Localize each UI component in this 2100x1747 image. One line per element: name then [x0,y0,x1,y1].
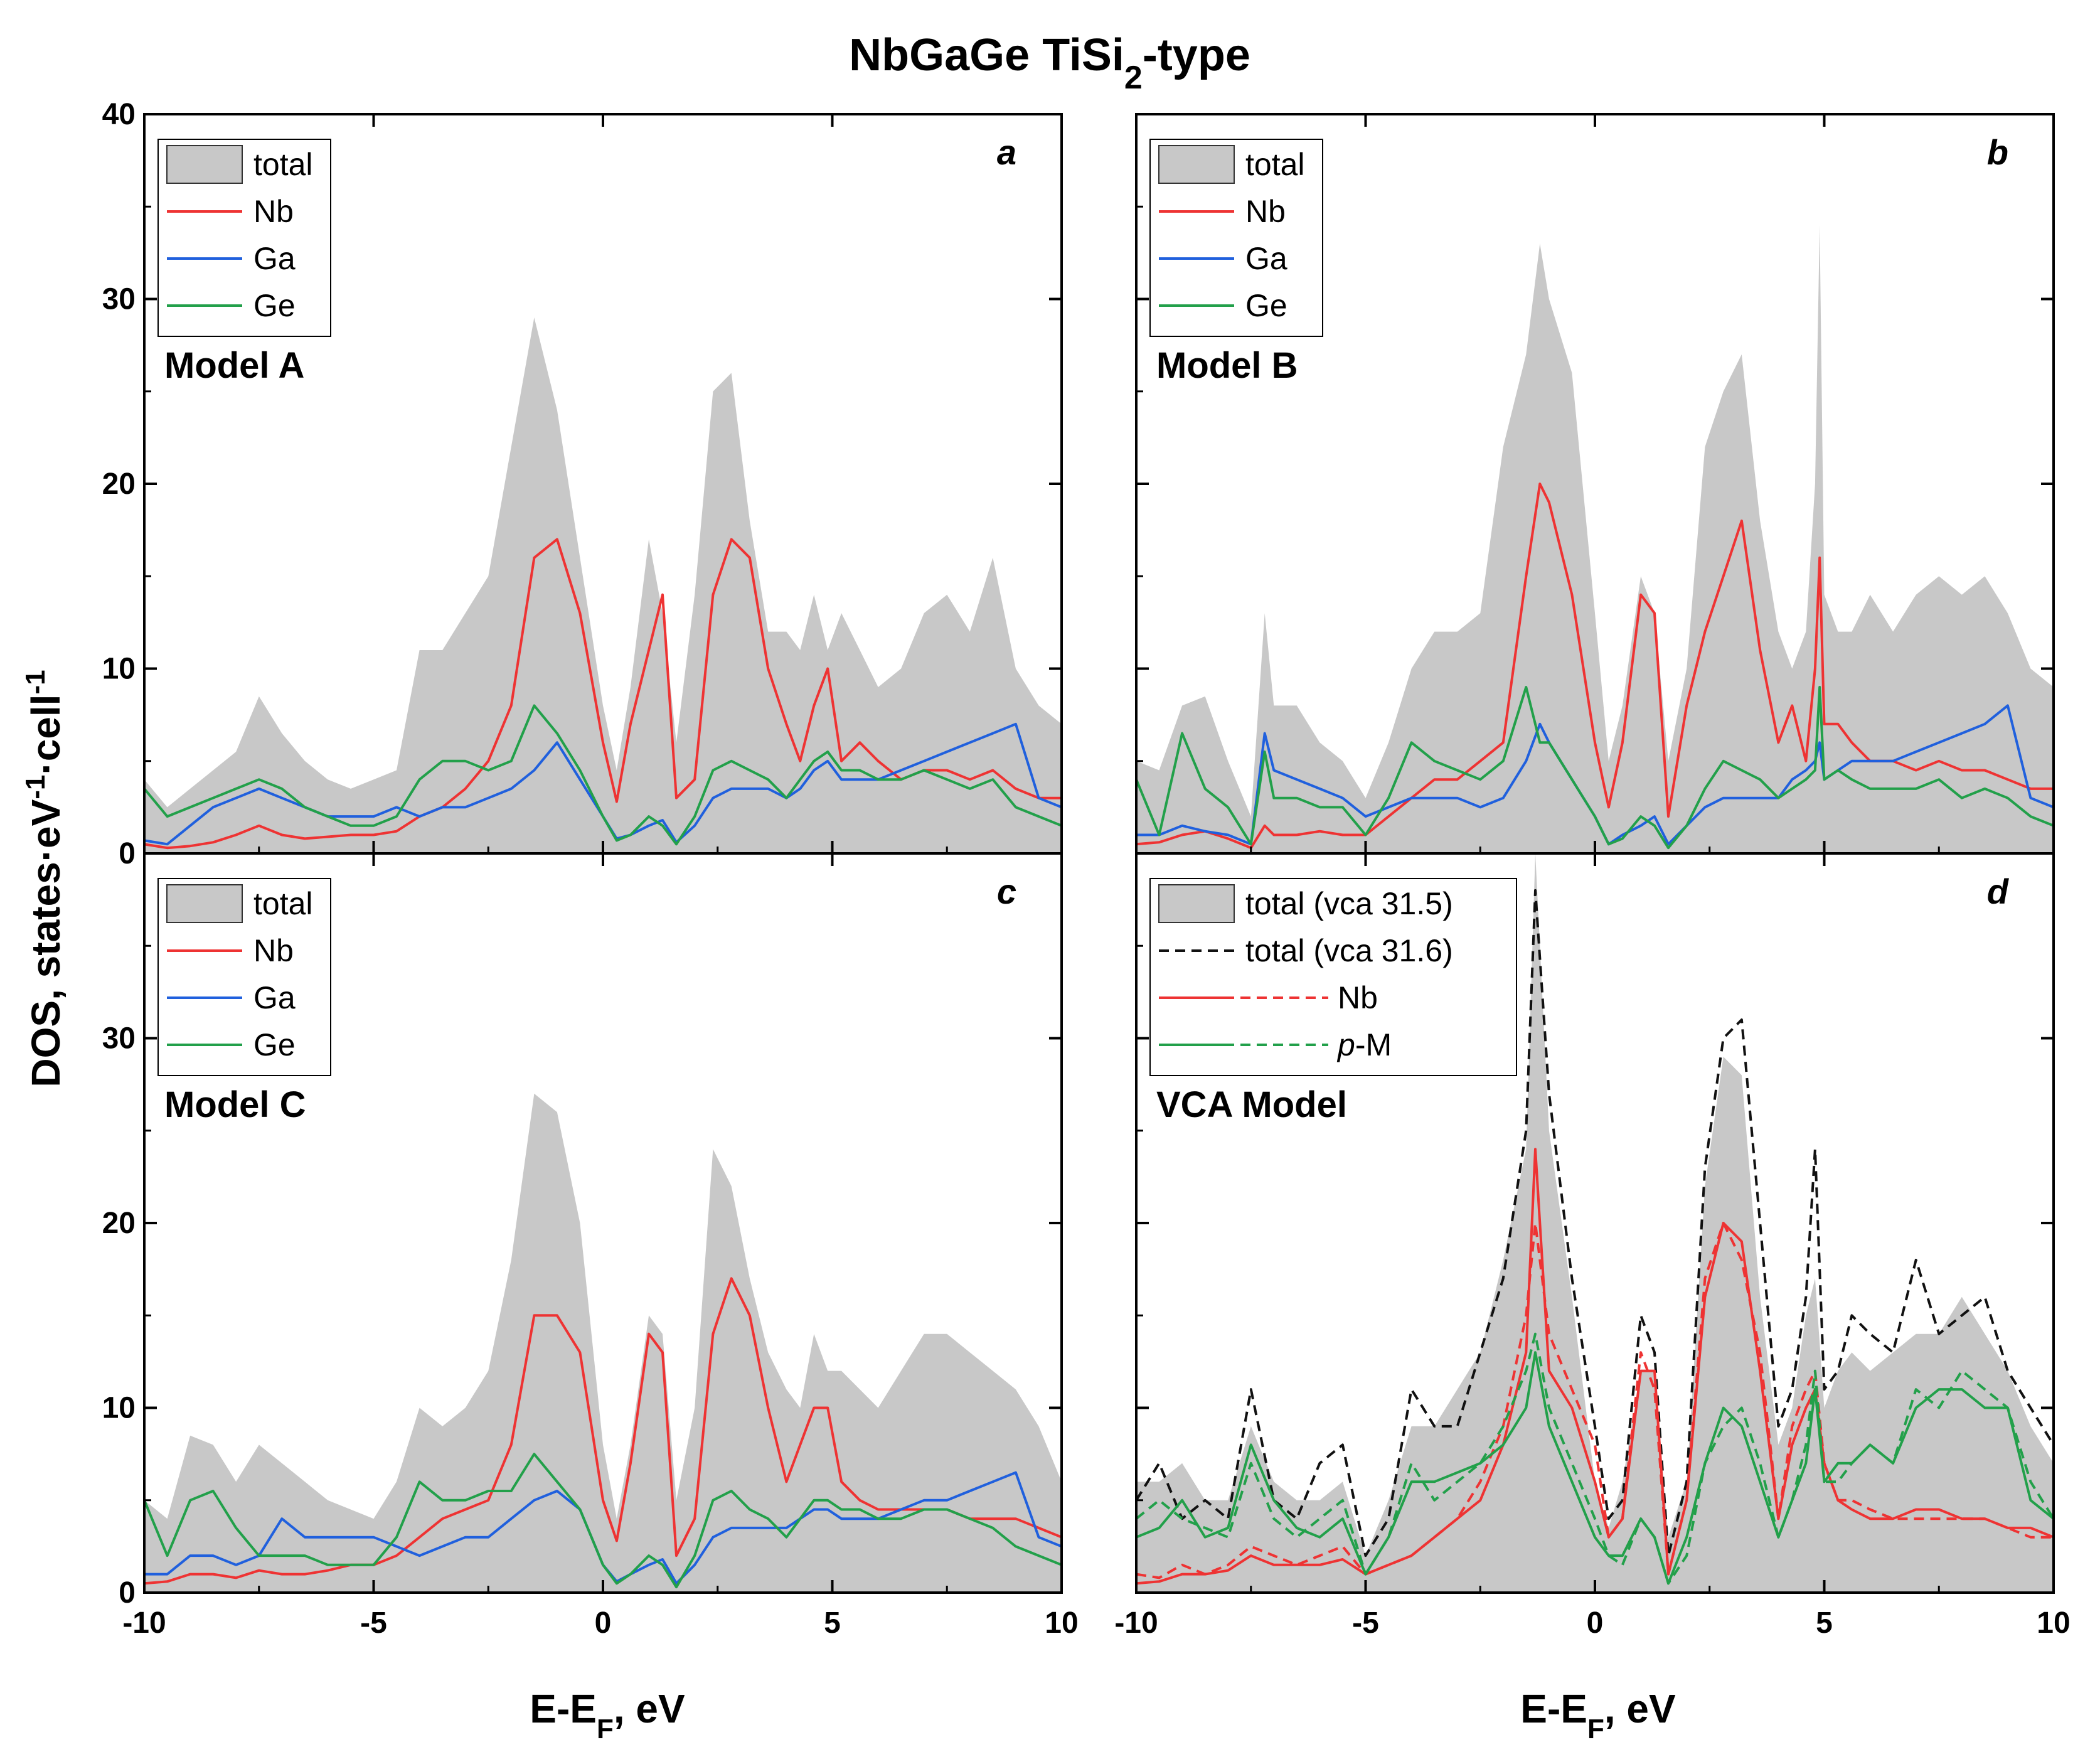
series-ge-line [1136,686,2054,850]
plot-area [144,318,1062,853]
legend: total Nb Ga Ge [1149,139,1323,337]
legend-swatch-total [1158,884,1235,923]
panel-letter: b [1987,132,2008,172]
x-tick-label: 5 [824,1606,841,1640]
legend-label: Ga [253,241,296,276]
panel-c: -10 -5 0 5 10 0 10 20 30 c total Nb Ga Ge Model C [102,852,1079,1640]
series-p-m-vca-31-6-line [1136,1332,2054,1585]
y-tick-label: 20 [102,467,136,501]
legend: total Nb Ga Ge [157,139,331,337]
legend-label: total [1245,147,1305,182]
panels: 0 10 20 30 40 a total Nb Ga Ge Model A b total Nb Ga Ge… [102,98,2071,1640]
y-tick-label: 10 [102,1392,136,1425]
x-tick-label: -10 [122,1606,166,1640]
legend-label: p-M [1336,1027,1392,1062]
legend-label: Ge [1245,288,1287,323]
y-tick-label: 40 [102,98,136,131]
model-label: Model A [164,345,304,386]
legend-label: Ge [253,1027,296,1062]
legend-label: Nb [1245,194,1286,229]
legend-swatch-total [166,145,243,184]
legend: total (vca 31.5) total (vca 31.6) Nb p-M [1149,878,1517,1076]
panel-letter: c [997,872,1016,911]
x-tick-label: 0 [595,1606,612,1640]
y-tick-label: 0 [119,837,136,870]
series-ge-line [144,704,1062,846]
legend-label: Ga [253,980,296,1015]
x-axis-label-right: E-EF, eV [1520,1686,1676,1744]
plot-area [1136,853,2054,1593]
legend-swatch-total [1158,145,1235,184]
model-label: VCA Model [1156,1084,1347,1125]
x-tick-label: -5 [1352,1606,1379,1640]
series-ga-line [144,1471,1062,1585]
series-total-vca-31-6-line [1136,889,2054,1557]
x-tick-label: -5 [360,1606,387,1640]
x-tick-label: 10 [1045,1606,1078,1640]
panel-letter: a [997,132,1016,172]
series-nb-line [144,1277,1062,1585]
x-axis-label-left: E-EF, eV [530,1686,685,1744]
series-total-area [144,1093,1062,1593]
figure-title: NbGaGe TiSi2-type [849,30,1250,96]
legend-label: Nb [1338,980,1378,1015]
y-tick-label: 30 [102,283,136,316]
series-nb-vca-31-5-line [1136,1148,2054,1585]
series-ge-line [144,1453,1062,1589]
series-nb-line [144,538,1062,850]
plot-area [1136,225,2054,853]
legend-label: total [253,147,313,182]
legend: total Nb Ga Ge [157,878,331,1076]
y-tick-label: 10 [102,653,136,686]
y-tick-label: 0 [119,1576,136,1610]
series-total-area [144,318,1062,853]
y-axis-label: DOS, states·eV-1·cell-1 [20,670,69,1087]
series-total-vca-31-5-area [1136,853,2054,1593]
legend-label: Nb [253,194,294,229]
legend-label: total [253,886,313,921]
series-nb-vca-31-6-line [1136,1222,2054,1579]
legend-label: Ge [253,288,296,323]
legend-label: total (vca 31.6) [1245,933,1453,968]
model-label: Model B [1156,345,1298,386]
series-nb-line [1136,483,2054,850]
x-tick-label: 0 [1587,1606,1604,1640]
x-tick-label: 10 [2037,1606,2070,1640]
model-label: Model C [164,1084,306,1125]
panel-a: 0 10 20 30 40 a total Nb Ga Ge Model A [102,98,1063,870]
legend-label: Ga [1245,241,1287,276]
legend-label: total (vca 31.5) [1245,886,1453,921]
plot-area [144,1093,1062,1593]
x-tick-label: 5 [1816,1606,1833,1640]
y-tick-label: 30 [102,1022,136,1055]
x-tick-label: -10 [1114,1606,1158,1640]
y-tick-label: 20 [102,1207,136,1240]
legend-swatch-total [166,884,243,923]
panel-letter: d [1987,872,2010,911]
panel-b: b total Nb Ga Ge Model B [1135,113,2055,855]
legend-label: Nb [253,933,294,968]
series-ga-line [1136,704,2054,846]
